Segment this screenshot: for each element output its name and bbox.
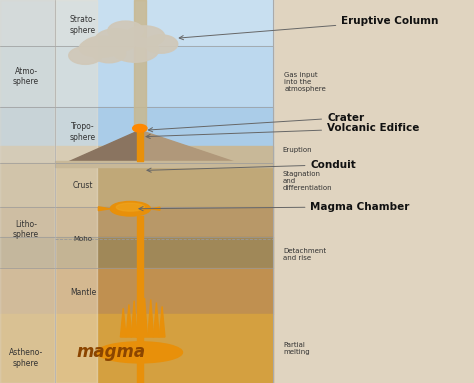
- Text: Crater: Crater: [148, 113, 364, 132]
- Text: Eruptive Column: Eruptive Column: [179, 16, 438, 40]
- Ellipse shape: [124, 26, 165, 47]
- Polygon shape: [99, 207, 110, 211]
- Text: Gas input
into the
atmosphere: Gas input into the atmosphere: [284, 72, 326, 92]
- Bar: [0, 46, 273, 107]
- Polygon shape: [66, 130, 140, 163]
- Ellipse shape: [111, 38, 159, 62]
- Ellipse shape: [69, 47, 102, 64]
- Text: Tropo-
sphere: Tropo- sphere: [70, 123, 96, 142]
- Bar: [55, 161, 273, 167]
- Text: Conduit: Conduit: [147, 160, 356, 172]
- Polygon shape: [148, 300, 154, 337]
- Bar: [0, 163, 273, 207]
- Ellipse shape: [108, 21, 143, 40]
- Text: Atmo-
sphere: Atmo- sphere: [13, 67, 39, 86]
- Bar: [0, 207, 273, 237]
- Ellipse shape: [145, 35, 178, 53]
- Text: magma: magma: [77, 344, 146, 361]
- Bar: [273, 0, 474, 383]
- Bar: [0, 268, 273, 314]
- Text: Mantle: Mantle: [70, 288, 96, 298]
- Polygon shape: [142, 298, 147, 337]
- Polygon shape: [126, 304, 132, 337]
- Text: Strato-
sphere: Strato- sphere: [70, 15, 96, 34]
- Bar: [0, 0, 273, 46]
- Polygon shape: [131, 301, 137, 337]
- Text: Litho-
sphere: Litho- sphere: [13, 220, 39, 239]
- Polygon shape: [154, 303, 159, 337]
- Ellipse shape: [92, 44, 126, 63]
- Ellipse shape: [110, 201, 151, 216]
- Bar: [55, 0, 97, 383]
- Ellipse shape: [82, 36, 122, 57]
- Polygon shape: [151, 207, 160, 210]
- Text: Magma Chamber: Magma Chamber: [139, 202, 410, 212]
- Text: Eruption: Eruption: [282, 147, 311, 153]
- Ellipse shape: [97, 342, 182, 363]
- Text: Moho: Moho: [73, 236, 92, 242]
- Polygon shape: [137, 299, 142, 337]
- Ellipse shape: [116, 203, 145, 211]
- Polygon shape: [159, 306, 165, 337]
- Polygon shape: [120, 308, 126, 337]
- Text: Crust: Crust: [73, 181, 93, 190]
- Text: Detachment
and rise: Detachment and rise: [283, 248, 326, 261]
- Text: Partial
melting: Partial melting: [283, 342, 310, 355]
- Polygon shape: [140, 130, 237, 163]
- Text: Stagnation
and
differentiation: Stagnation and differentiation: [283, 171, 333, 191]
- Bar: [0, 237, 273, 268]
- Bar: [0, 0, 55, 383]
- Bar: [0, 146, 273, 163]
- Ellipse shape: [133, 124, 147, 132]
- Bar: [0, 107, 273, 163]
- Ellipse shape: [80, 39, 110, 56]
- Bar: [0, 314, 273, 383]
- Text: Volcanic Edifice: Volcanic Edifice: [146, 123, 419, 139]
- Ellipse shape: [95, 29, 137, 52]
- Text: Astheno-
sphere: Astheno- sphere: [9, 349, 43, 368]
